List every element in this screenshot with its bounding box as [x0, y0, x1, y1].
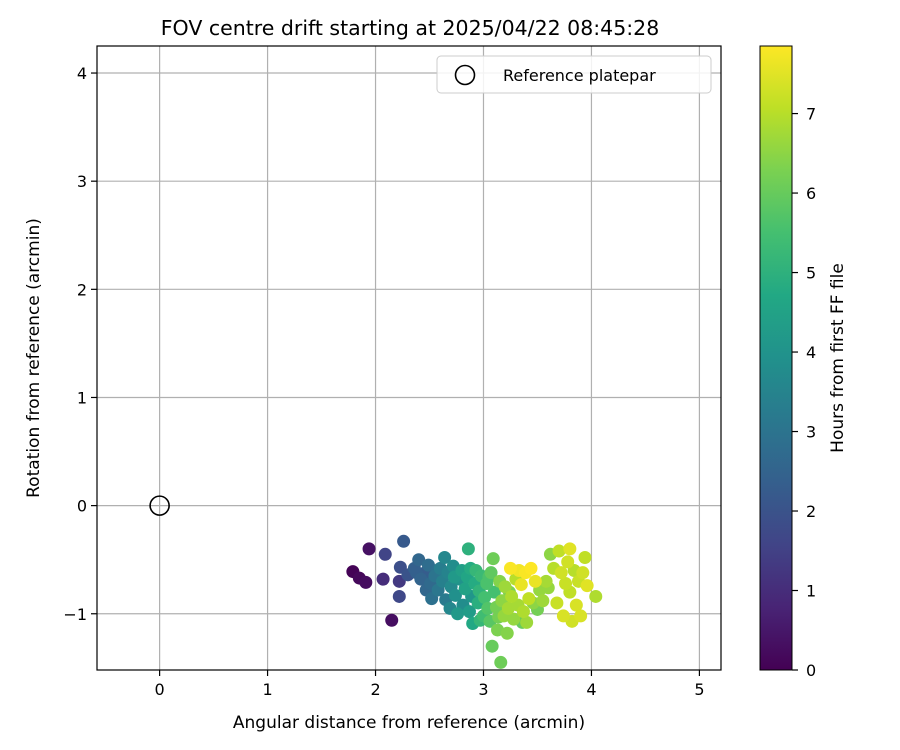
x-tick-label: 0: [155, 680, 165, 699]
scatter-point: [461, 542, 475, 556]
plot-frame: [96, 45, 722, 671]
y-tick-label: −1: [63, 605, 87, 624]
scatter-point: [362, 542, 376, 556]
x-tick-label: 1: [262, 680, 272, 699]
y-tick-label: 4: [77, 64, 87, 83]
colorbar-tick-label: 1: [806, 582, 816, 601]
scatter-point: [385, 613, 399, 627]
scatter-point: [392, 589, 406, 603]
scatter-point: [516, 605, 530, 619]
y-tick-label: 2: [77, 280, 87, 299]
scatter-point: [507, 612, 521, 626]
grid-lines: [97, 46, 721, 670]
scatter-point: [552, 544, 566, 558]
scatter-point: [359, 575, 373, 589]
scatter-point: [503, 561, 517, 575]
colorbar-tick-label: 5: [806, 264, 816, 283]
scatter-point: [550, 596, 564, 610]
scatter-point: [576, 566, 590, 580]
x-tick-label: 4: [586, 680, 596, 699]
scatter-point: [524, 561, 538, 575]
colorbar-tick-label: 4: [806, 343, 816, 362]
legend-box: [436, 55, 712, 94]
scatter-point: [574, 609, 588, 623]
x-tick-label: 3: [478, 680, 488, 699]
y-tick-label: 1: [77, 388, 87, 407]
scatter-point: [438, 551, 452, 565]
y-axis-label: Rotation from reference (arcmin): [24, 218, 44, 498]
x-axis-ticks: 0 1 2 3 4 5: [155, 670, 705, 699]
scatter-point: [487, 585, 501, 599]
colorbar-ticks: 0 1 2 3 4 5 6 7: [792, 105, 816, 680]
colorbar: [759, 45, 793, 671]
colorbar-tick-label: 3: [806, 423, 816, 442]
scatter-point: [554, 566, 568, 580]
y-axis-ticks: −1 0 1 2 3 4: [63, 64, 97, 624]
scatter-point: [514, 578, 528, 592]
scatter-point: [505, 589, 519, 603]
legend-reference-marker: [454, 64, 476, 86]
scatter-point: [462, 605, 476, 619]
scatter-point: [578, 551, 592, 565]
colorbar-tick-label: 6: [806, 184, 816, 203]
colorbar-tick-label: 7: [806, 105, 816, 124]
reference-platepar-marker: [149, 495, 170, 516]
scatter-point: [589, 589, 603, 603]
scatter-point: [528, 574, 542, 588]
scatter-point: [522, 592, 536, 606]
scatter-point: [414, 572, 428, 586]
legend: Reference platepar: [436, 55, 712, 94]
scatter-point: [556, 609, 570, 623]
scatter-point: [478, 591, 492, 605]
scatter-point: [376, 572, 390, 586]
scatter-point: [448, 588, 462, 602]
scatter-point: [412, 553, 426, 567]
scatter-point: [580, 579, 594, 593]
y-tick-label: 3: [77, 172, 87, 191]
colorbar-tick-label: 2: [806, 502, 816, 521]
scatter-point: [520, 615, 534, 629]
legend-reference-label: Reference platepar: [503, 66, 656, 85]
scatter-points: [346, 534, 603, 669]
scatter-point: [484, 566, 498, 580]
scatter-point: [569, 598, 583, 612]
scatter-point: [486, 552, 500, 566]
x-tick-label: 2: [370, 680, 380, 699]
x-axis-label: Angular distance from reference (arcmin): [233, 713, 585, 733]
scatter-point: [498, 580, 512, 594]
scatter-point: [378, 547, 392, 561]
scatter-point: [561, 555, 575, 569]
scatter-point: [485, 639, 499, 653]
scatter-point: [563, 542, 577, 556]
scatter-point: [559, 576, 573, 590]
y-tick-label: 0: [77, 497, 87, 516]
scatter-point: [536, 594, 550, 608]
scatter-point: [539, 574, 553, 588]
scatter-point: [458, 582, 472, 596]
scatter-point: [500, 626, 514, 640]
scatter-point: [451, 607, 465, 621]
colorbar-label: Hours from first FF file: [828, 263, 848, 453]
chart-title: FOV centre drift starting at 2025/04/22 …: [161, 16, 660, 40]
x-tick-label: 5: [694, 680, 704, 699]
scatter-point: [494, 655, 508, 669]
scatter-point: [397, 534, 411, 548]
colorbar-tick-label: 0: [806, 661, 816, 680]
